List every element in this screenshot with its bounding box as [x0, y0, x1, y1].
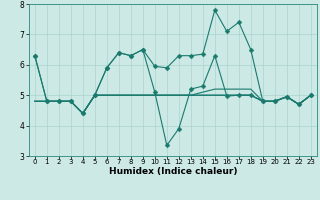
X-axis label: Humidex (Indice chaleur): Humidex (Indice chaleur)	[108, 167, 237, 176]
